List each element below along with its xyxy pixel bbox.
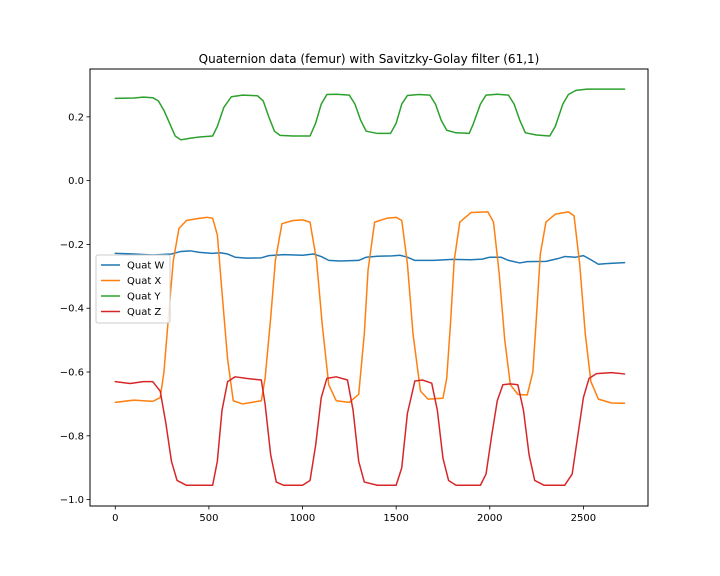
- x-axis: 0 500 1000 1500 2000 2500: [112, 506, 596, 524]
- legend-label: Quat W: [127, 261, 164, 272]
- axes-frame: [89, 68, 649, 507]
- legend-label: Quat Y: [127, 292, 161, 303]
- x-tick-label: 1500: [383, 513, 408, 524]
- legend: Quat W Quat X Quat Y Quat Z: [95, 254, 171, 324]
- legend-label: Quat X: [127, 276, 161, 287]
- y-tick-label: −0.6: [60, 368, 84, 379]
- series-line-quat-z: [114, 371, 626, 487]
- series-line-quat-w: [114, 250, 626, 265]
- plot-area: [89, 68, 649, 507]
- y-tick-label: −0.4: [60, 304, 84, 315]
- series-line-quat-x: [114, 211, 626, 405]
- y-tick-label: 0.0: [68, 176, 84, 187]
- x-tick-label: 2000: [477, 513, 502, 524]
- x-tick-label: 0: [112, 513, 118, 524]
- y-axis: 0.2 0.0 −0.2 −0.4 −0.6 −0.8 −1.0: [60, 112, 90, 506]
- y-tick-label: −0.2: [60, 240, 84, 251]
- legend-label: Quat Z: [127, 307, 161, 318]
- series-layer: [114, 88, 626, 487]
- x-tick-label: 2500: [571, 513, 596, 524]
- legend-box: [95, 254, 171, 324]
- y-tick-label: 0.2: [68, 112, 84, 123]
- x-tick-label: 1000: [290, 513, 315, 524]
- series-line-quat-y: [114, 88, 626, 141]
- y-tick-label: −1.0: [60, 495, 84, 506]
- y-tick-label: −0.8: [60, 431, 84, 442]
- chart-title: Quaternion data (femur) with Savitzky-Go…: [199, 52, 540, 66]
- x-tick-label: 500: [199, 513, 218, 524]
